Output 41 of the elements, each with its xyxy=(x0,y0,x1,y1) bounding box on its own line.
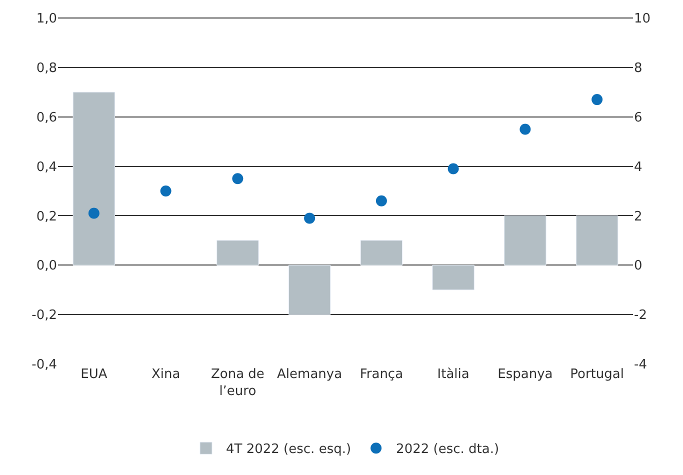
x-tick-label: França xyxy=(360,367,404,382)
y2-tick-label: 10 xyxy=(634,12,651,27)
point xyxy=(232,173,244,184)
y-tick-label: 1,0 xyxy=(36,12,57,27)
point xyxy=(592,94,603,106)
y2-tick-label: 6 xyxy=(634,110,642,126)
y-tick-label: 0,2 xyxy=(36,209,57,224)
x-tick-label: Xina xyxy=(151,367,180,382)
point xyxy=(520,124,531,135)
x-tick-label: Portugal xyxy=(570,367,624,382)
y2-tick-label: -2 xyxy=(634,308,647,324)
point xyxy=(160,186,172,196)
x-tick-label: Itàlia xyxy=(437,367,470,382)
point xyxy=(376,195,387,206)
x-tick-label: Alemanya xyxy=(277,367,342,382)
y2-tick-label: -4 xyxy=(634,358,647,373)
y-tick-label: -0,4 xyxy=(32,358,57,373)
y2-tick-label: 4 xyxy=(634,160,642,175)
y-tick-label: 0,8 xyxy=(36,60,57,76)
x-tick-label: Espanya xyxy=(498,367,553,382)
bar xyxy=(576,215,618,266)
y-tick-label: 0,0 xyxy=(36,258,57,274)
point xyxy=(88,208,100,219)
point xyxy=(304,212,316,224)
x-tick-label: EUA xyxy=(80,367,108,382)
point xyxy=(448,163,459,174)
y-tick-label: 0,4 xyxy=(36,160,57,175)
legend-label: 2022 (esc. dta.) xyxy=(396,442,500,458)
y2-tick-label: 0 xyxy=(634,258,642,274)
y2-tick-label: 2 xyxy=(634,209,642,224)
y-tick-label: -0,2 xyxy=(32,308,57,324)
y2-tick-label: 8 xyxy=(634,60,642,76)
y-tick-label: 0,6 xyxy=(36,110,57,126)
bar xyxy=(432,264,474,290)
bar xyxy=(72,92,116,266)
bar xyxy=(504,215,546,266)
bar xyxy=(360,240,403,266)
bar xyxy=(288,264,331,315)
legend-label: 4T 2022 (esc. esq.) xyxy=(226,442,352,458)
x-tick-label: Zona de l’euro xyxy=(210,367,264,399)
bar xyxy=(216,240,259,266)
